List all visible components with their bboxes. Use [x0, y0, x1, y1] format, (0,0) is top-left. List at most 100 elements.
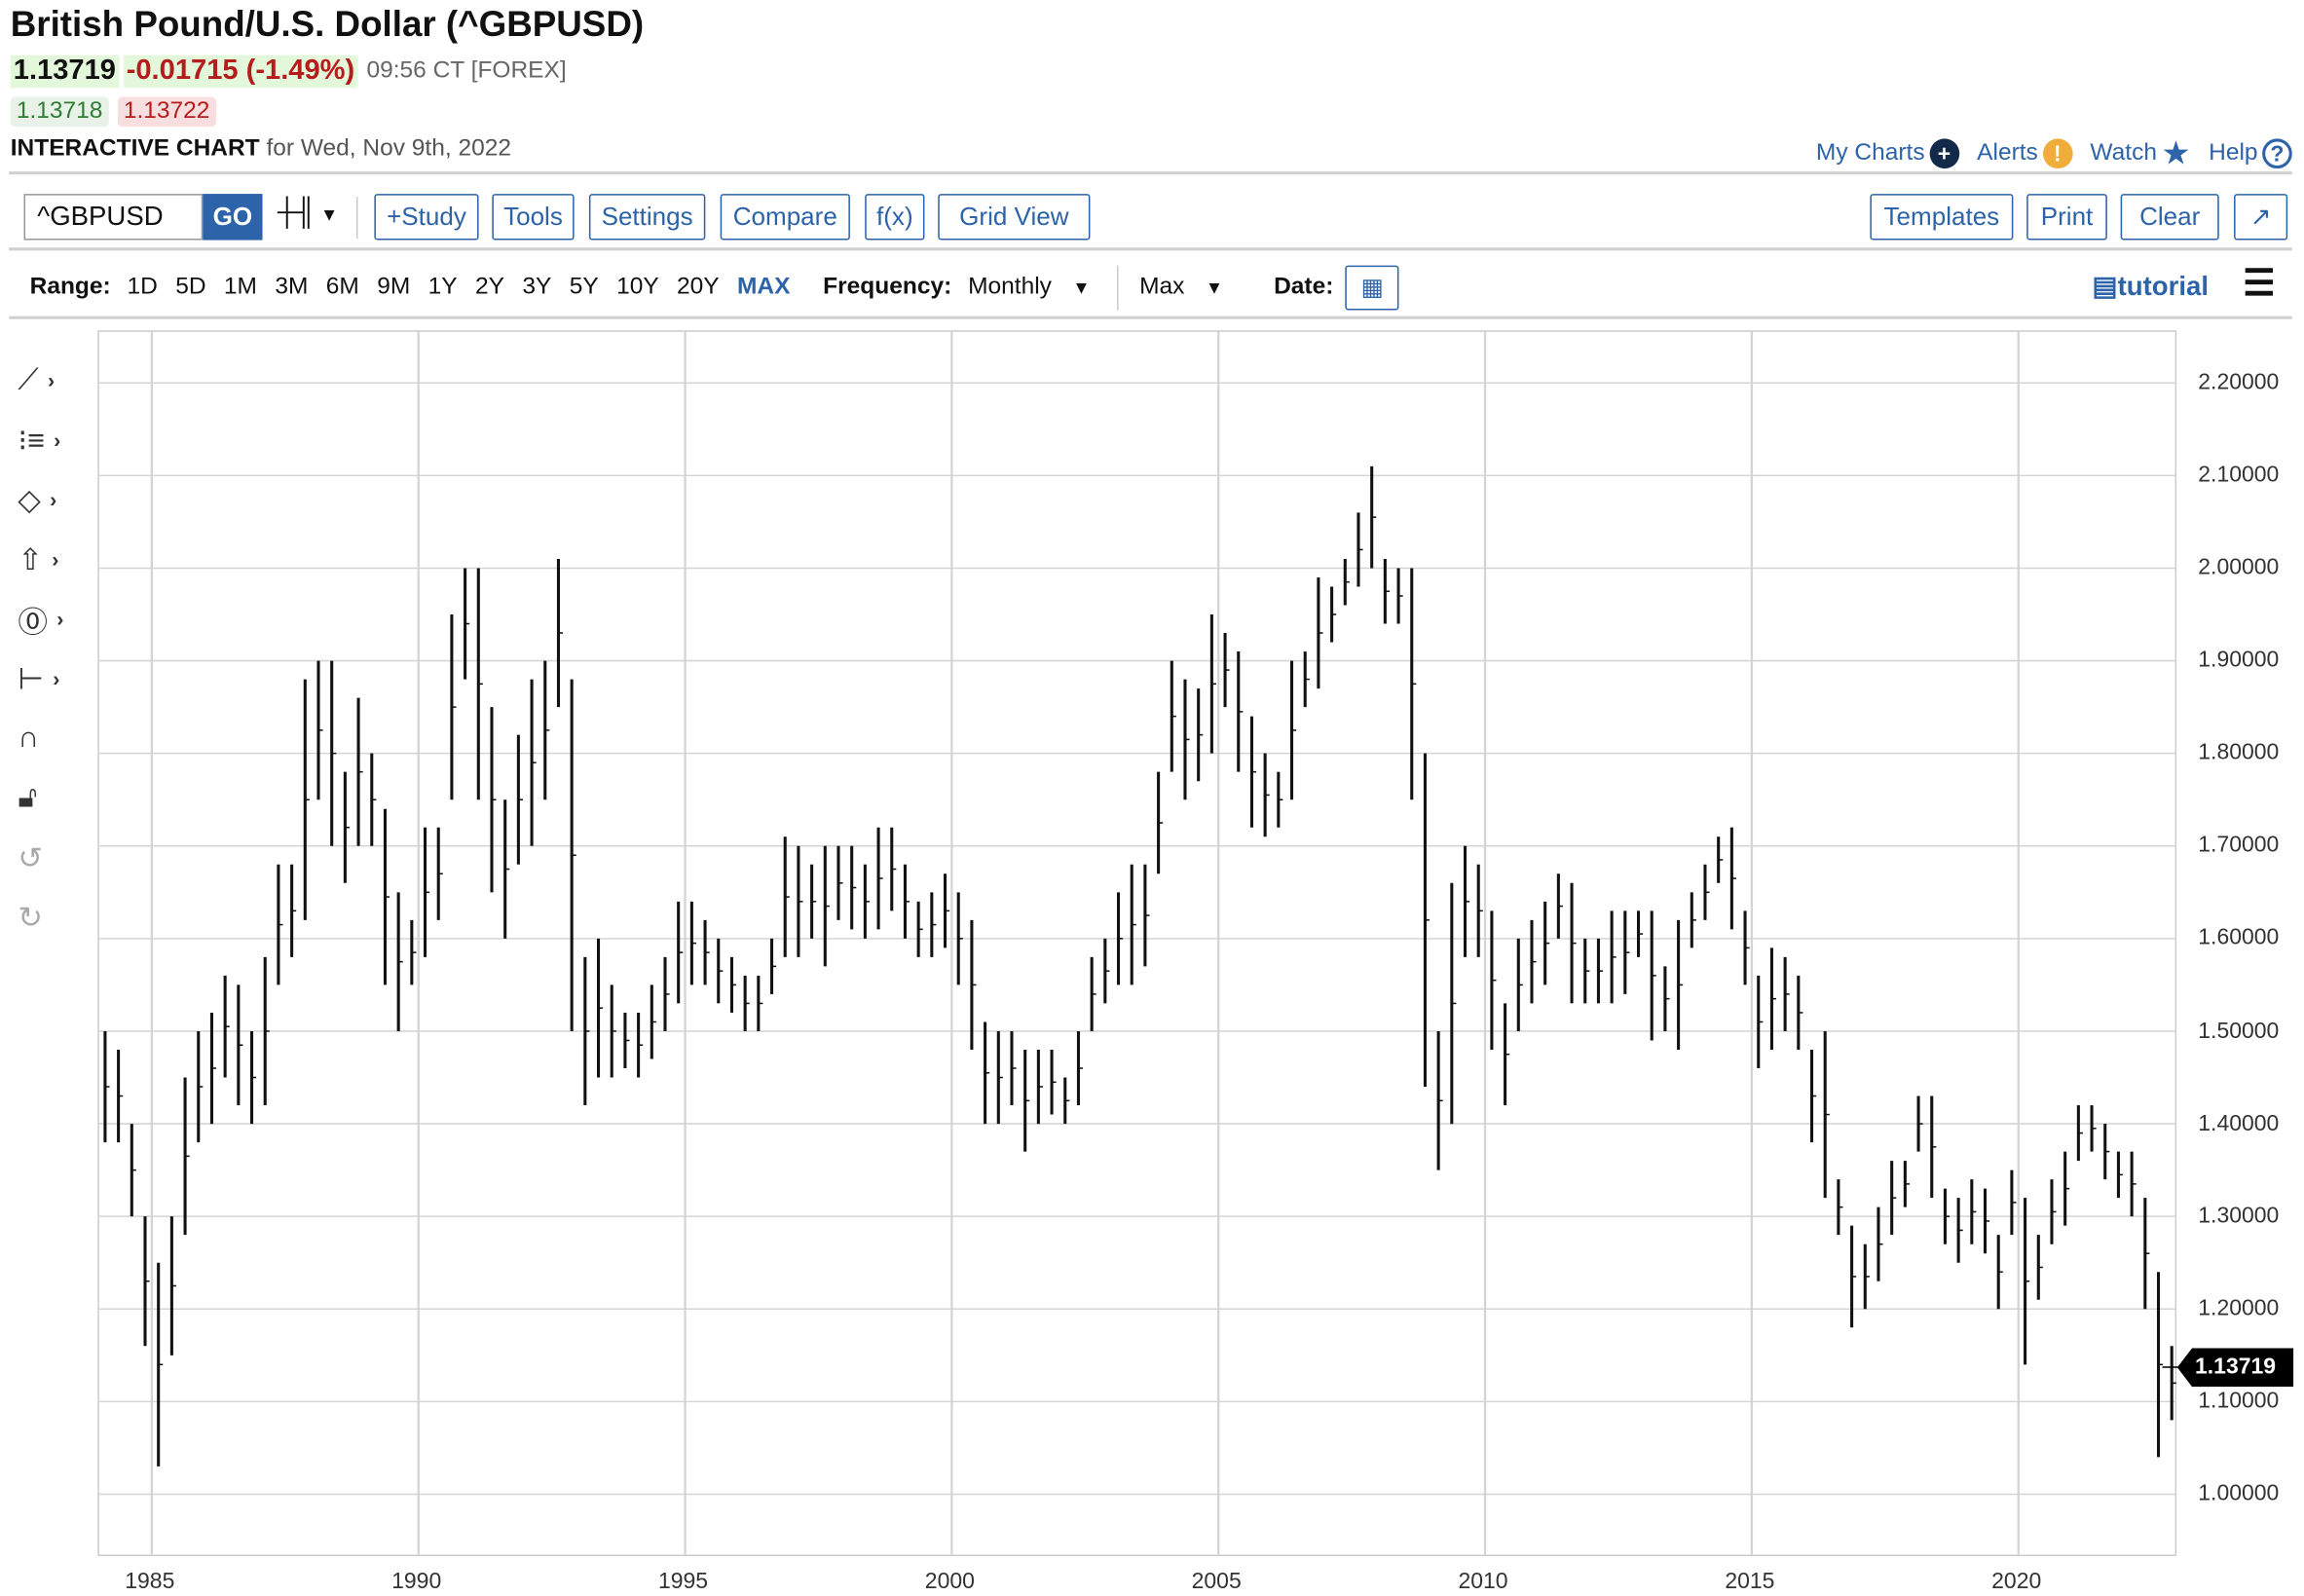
range-option-2y[interactable]: 2Y [474, 274, 504, 300]
tools-button[interactable]: Tools [492, 194, 575, 241]
range-bar: Range: 1D 5D 1M 3M 6M 9M 1Y 2Y 3Y 5Y 10Y 20Y MAX Fre… [29, 265, 1399, 311]
print-button[interactable]: Print [2026, 194, 2107, 241]
undo-icon: ↺ [18, 841, 44, 875]
plot-frame [97, 330, 2177, 1557]
chevron-right-icon: › [48, 368, 56, 392]
quote-time: 09:56 CT [FOREX] [366, 57, 567, 84]
watch-link[interactable]: Watch ★ [2090, 134, 2190, 173]
trendline-icon: ⟋ [18, 362, 39, 396]
expand-button[interactable]: ↗ [2234, 194, 2288, 241]
change-value: -0.01715 [126, 55, 239, 87]
range-option-1y[interactable]: 1Y [427, 274, 458, 300]
alerts-link[interactable]: Alerts! [1977, 138, 2073, 169]
tutorial-label: tutorial [2117, 271, 2210, 302]
fibonacci-icon: ⁝≡ [18, 424, 45, 458]
y-tick-label: 1.40000 [2198, 1110, 2280, 1136]
last-price-tag: 1.13719 [2176, 1348, 2294, 1388]
fib-tool[interactable]: ⁝≡ › [18, 418, 90, 463]
menu-icon[interactable]: ☰ [2243, 264, 2276, 305]
settings-button[interactable]: Settings [588, 194, 706, 241]
my-charts-label: My Charts [1815, 139, 1925, 166]
plus-circle-icon: + [1929, 138, 1959, 169]
measure-tool[interactable]: ⊢ › [18, 656, 90, 701]
chart-label: INTERACTIVE CHART [10, 135, 260, 162]
chevron-right-icon: › [50, 487, 57, 512]
ohlc-bars-icon: ┼╢ [277, 197, 316, 227]
y-tick-label: 2.20000 [2198, 369, 2280, 395]
period-value: Max [1139, 274, 1185, 300]
range-option-6m[interactable]: 6M [325, 274, 359, 300]
range-option-5y[interactable]: 5Y [569, 274, 599, 300]
y-tick-label: 2.10000 [2198, 462, 2280, 488]
x-tick-label: 2000 [924, 1569, 975, 1595]
unlock-icon: 🔓︎ [18, 780, 38, 814]
templates-button[interactable]: Templates [1870, 194, 2014, 241]
x-tick-label: 2005 [1191, 1569, 1242, 1595]
range-option-9m[interactable]: 9M [377, 274, 411, 300]
x-tick-label: 2010 [1458, 1569, 1508, 1595]
chart-heading: INTERACTIVE CHART for Wed, Nov 9th, 2022 [11, 135, 511, 163]
grid-view-button[interactable]: Grid View [938, 194, 1091, 241]
help-link[interactable]: Help? [2209, 138, 2292, 169]
clear-button[interactable]: Clear [2120, 194, 2219, 241]
my-charts-link[interactable]: My Charts + [1815, 138, 1959, 169]
tutorial-link[interactable]: ▤tutorial [2093, 272, 2209, 303]
redo-button[interactable]: ↻ [18, 895, 90, 940]
y-tick-label: 1.10000 [2198, 1388, 2280, 1414]
lock-tool[interactable]: 🔓︎ [18, 775, 90, 820]
range-option-max[interactable]: MAX [737, 274, 791, 300]
function-button[interactable]: f(x) [865, 194, 925, 241]
circled-zero-icon: ⓪ [18, 606, 49, 640]
chevron-right-icon: › [52, 547, 59, 572]
y-tick-label: 1.80000 [2198, 739, 2280, 765]
x-tick-label: 1995 [657, 1569, 709, 1595]
frequency-value: Monthly [968, 274, 1052, 300]
range-options: 1D 5D 1M 3M 6M 9M 1Y 2Y 3Y 5Y 10Y 20Y MAX [128, 275, 808, 302]
line-tool[interactable]: ⟋ › [18, 358, 90, 403]
calendar-icon: ▦ [1360, 276, 1384, 302]
range-option-3y[interactable]: 3Y [522, 274, 552, 300]
calendar-button[interactable]: ▦ [1345, 265, 1399, 311]
range-label: Range: [29, 274, 111, 300]
range-option-1m[interactable]: 1M [223, 274, 257, 300]
star-icon: ★ [2161, 133, 2191, 172]
alerts-label: Alerts [1977, 139, 2038, 166]
quote-line: 1.13719 -0.01715 (-1.49%) 09:56 CT [FORE… [10, 55, 567, 89]
range-option-5d[interactable]: 5D [175, 274, 206, 300]
ask-price: 1.13722 [117, 96, 216, 128]
period-dropdown[interactable]: Max ▼ [1139, 275, 1223, 302]
divider [356, 197, 358, 240]
chevron-right-icon: › [54, 427, 61, 453]
go-button[interactable]: GO [203, 194, 263, 241]
watch-label: Watch [2090, 139, 2157, 166]
divider [9, 171, 2292, 175]
chart-type-dropdown[interactable]: ┼╢ ▼ [278, 197, 338, 228]
compare-button[interactable]: Compare [720, 194, 850, 241]
divider [1117, 265, 1119, 311]
help-icon: ? [2262, 138, 2292, 169]
bid-price: 1.13718 [10, 96, 109, 128]
shape-icon: ◇ [18, 483, 41, 517]
undo-button[interactable]: ↺ [18, 835, 90, 880]
annotation-tool[interactable]: ⓪ › [18, 597, 90, 642]
film-icon: ▤ [2092, 271, 2118, 302]
range-option-10y[interactable]: 10Y [616, 274, 659, 300]
shape-tool[interactable]: ◇ › [18, 477, 90, 522]
x-tick-label: 2020 [1991, 1569, 2042, 1595]
measure-icon: ⊢ [18, 662, 45, 696]
frequency-dropdown[interactable]: Monthly ▼ [968, 275, 1090, 302]
symbol-input[interactable]: ^GBPUSD [23, 194, 204, 241]
range-option-1d[interactable]: 1D [127, 274, 158, 300]
magnet-tool[interactable]: ∩ [18, 716, 90, 761]
page-title: British Pound/U.S. Dollar (^GBPUSD) [10, 4, 645, 45]
range-option-3m[interactable]: 3M [275, 274, 309, 300]
range-option-20y[interactable]: 20Y [677, 274, 720, 300]
arrow-tool[interactable]: ⇧ › [18, 537, 90, 581]
y-tick-label: 1.90000 [2198, 647, 2280, 673]
study-button[interactable]: +Study [374, 194, 479, 241]
y-tick-label: 1.60000 [2198, 925, 2280, 951]
redo-icon: ↻ [18, 901, 44, 935]
top-links: My Charts + Alerts! Watch ★ Help? [1816, 134, 2292, 173]
last-price: 1.13719 [10, 55, 120, 89]
